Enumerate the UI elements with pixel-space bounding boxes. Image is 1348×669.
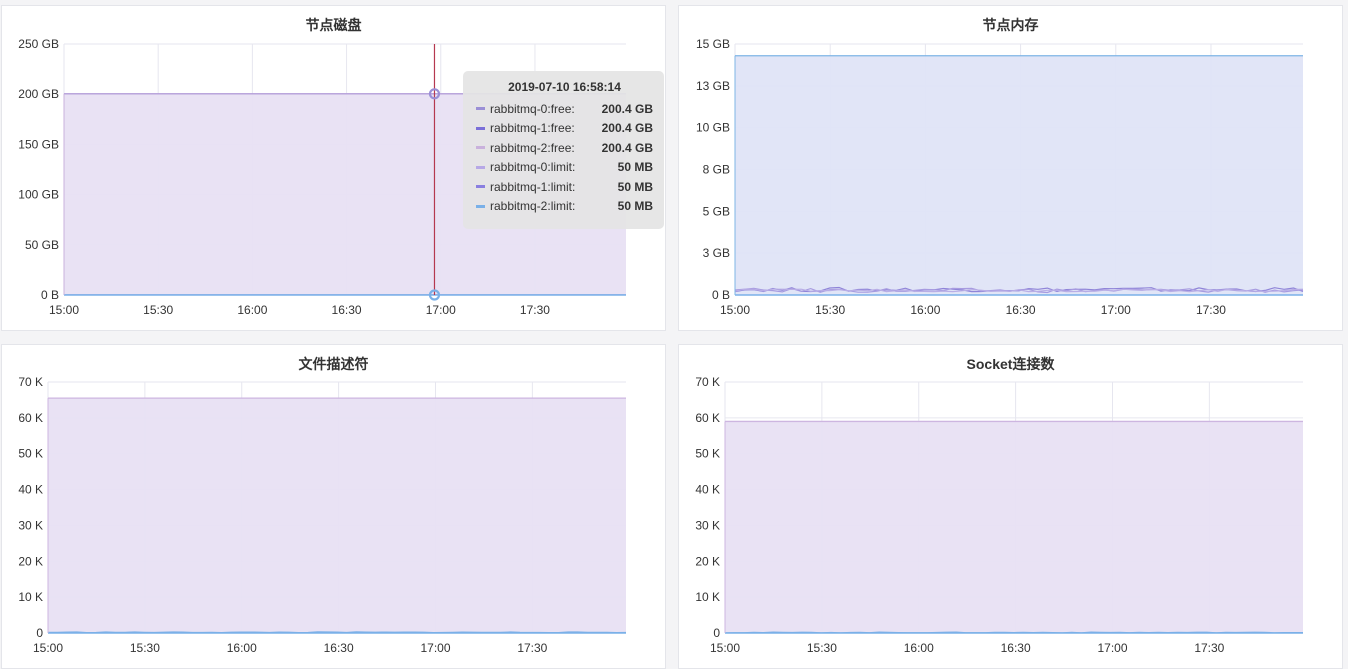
- x-tick-label: 15:00: [49, 303, 79, 317]
- y-tick-label: 20 K: [18, 554, 43, 568]
- series-swatch: [476, 165, 485, 169]
- y-tick-label: 50 K: [18, 447, 43, 461]
- tooltip-series-name: rabbitmq-0:free:: [490, 101, 575, 116]
- y-tick-label: 3 GB: [703, 246, 730, 260]
- panel-node-memory: 节点内存 0 B 3 GB 5 GB 8 GB 10 GB 13 GB 15 GB 15:00…: [678, 5, 1343, 331]
- x-tick-label: 16:00: [910, 303, 940, 317]
- y-tick-label: 100 GB: [18, 188, 59, 202]
- y-tick-label: 150 GB: [18, 137, 59, 151]
- x-tick-label: 17:00: [420, 641, 450, 655]
- tooltip-series-value: 200.4 GB: [601, 101, 653, 116]
- memory-chart[interactable]: 0 B 3 GB 5 GB 8 GB 10 GB 13 GB 15 GB 15:00 15:30…: [679, 6, 1343, 331]
- series-swatch: [476, 204, 485, 208]
- panel-socket-connections: Socket连接数 0 10 K 20 K 30 K 40 K 50 K 60 K 70 K 1…: [678, 344, 1343, 669]
- panel-node-disk: 节点磁盘 0 B 50 GB 100 GB 150 GB 200 GB 250 GB 15:…: [1, 5, 666, 331]
- y-tick-label: 5 GB: [703, 204, 730, 218]
- y-tick-label: 60 K: [695, 411, 720, 425]
- tooltip-series-name: rabbitmq-1:limit:: [490, 179, 576, 194]
- hover-marker-free: [428, 88, 441, 100]
- x-tick-label: 17:30: [1194, 641, 1224, 655]
- y-tick-label: 70 K: [695, 375, 720, 389]
- y-tick-label: 50 GB: [25, 238, 59, 252]
- x-tick-label: 15:00: [33, 641, 63, 655]
- y-tick-label: 50 K: [695, 447, 720, 461]
- x-tick-label: 16:30: [324, 641, 354, 655]
- x-tick-label: 17:00: [1101, 303, 1131, 317]
- tooltip-row: rabbitmq-1:limit: 50 MB: [476, 177, 653, 197]
- series-swatch: [476, 146, 485, 150]
- panel-title: 节点磁盘: [305, 17, 362, 33]
- tooltip-row: rabbitmq-2:limit: 50 MB: [476, 197, 653, 217]
- y-tick-label: 70 K: [18, 375, 43, 389]
- y-tick-label: 250 GB: [18, 37, 59, 51]
- tooltip-row: rabbitmq-0:limit: 50 MB: [476, 158, 653, 178]
- x-tick-label: 15:30: [130, 641, 160, 655]
- y-tick-label: 10 K: [18, 590, 43, 604]
- x-tick-label: 17:30: [520, 303, 550, 317]
- y-tick-label: 60 K: [18, 411, 43, 425]
- x-tick-label: 15:00: [720, 303, 750, 317]
- y-tick-label: 30 K: [695, 518, 720, 532]
- x-tick-label: 17:30: [1196, 303, 1226, 317]
- y-tick-label: 13 GB: [696, 79, 730, 93]
- y-tick-label: 15 GB: [696, 37, 730, 51]
- series-swatch: [476, 185, 485, 189]
- tooltip-series-name: rabbitmq-2:limit:: [490, 199, 576, 214]
- series-area-limit: [725, 421, 1303, 633]
- x-tick-label: 17:00: [1097, 641, 1127, 655]
- panel-file-descriptors: 文件描述符 0 10 K 20 K 30 K 40 K 50 K 60 K 70 K 15:00…: [1, 344, 666, 669]
- series-swatch: [476, 126, 485, 130]
- x-tick-label: 15:30: [815, 303, 845, 317]
- x-tick-label: 17:00: [426, 303, 456, 317]
- tooltip-series-value: 50 MB: [617, 199, 653, 214]
- y-tick-label: 40 K: [18, 483, 43, 497]
- y-tick-label: 30 K: [18, 518, 43, 532]
- y-tick-label: 0: [36, 626, 43, 640]
- file-descriptor-chart[interactable]: 0 10 K 20 K 30 K 40 K 50 K 60 K 70 K 15:00 15:30 1…: [2, 345, 666, 669]
- socket-chart[interactable]: 0 10 K 20 K 30 K 40 K 50 K 60 K 70 K 15:00 15:30 1…: [679, 345, 1343, 669]
- tooltip-row: rabbitmq-2:free: 200.4 GB: [476, 138, 653, 158]
- disk-chart[interactable]: 0 B 50 GB 100 GB 150 GB 200 GB 250 GB 15:00 15:…: [2, 6, 666, 331]
- y-tick-label: 8 GB: [703, 163, 730, 177]
- tooltip-series-value: 200.4 GB: [601, 121, 653, 136]
- y-tick-label: 0: [713, 626, 720, 640]
- hover-marker-limit: [428, 289, 441, 301]
- tooltip-rows: rabbitmq-0:free: 200.4 GB rabbitmq-1:free:…: [476, 99, 653, 216]
- tooltip-series-value: 200.4 GB: [601, 140, 653, 155]
- tooltip-row: rabbitmq-1:free: 200.4 GB: [476, 119, 653, 139]
- y-tick-label: 20 K: [695, 554, 720, 568]
- y-tick-label: 10 GB: [696, 121, 730, 135]
- y-tick-label: 0 B: [712, 288, 730, 302]
- tooltip-series-value: 50 MB: [617, 160, 653, 175]
- x-tick-label: 15:00: [710, 641, 740, 655]
- x-tick-label: 16:30: [1001, 641, 1031, 655]
- tooltip-series-value: 50 MB: [617, 179, 653, 194]
- y-tick-label: 200 GB: [18, 87, 59, 101]
- panel-title: Socket连接数: [966, 356, 1055, 372]
- tooltip-timestamp: 2019-07-10 16:58:14: [508, 80, 621, 94]
- tooltip-series-name: rabbitmq-2:free:: [490, 140, 575, 155]
- x-tick-label: 15:30: [807, 641, 837, 655]
- x-tick-label: 16:00: [227, 641, 257, 655]
- panel-title: 节点内存: [982, 17, 1039, 33]
- tooltip-series-name: rabbitmq-1:free:: [490, 121, 575, 136]
- x-tick-label: 16:30: [1006, 303, 1036, 317]
- x-tick-label: 17:30: [517, 641, 547, 655]
- tooltip-row: rabbitmq-0:free: 200.4 GB: [476, 99, 653, 119]
- series-swatch: [476, 107, 485, 111]
- series-line-used-c: [734, 288, 1304, 293]
- x-tick-label: 15:30: [143, 303, 173, 317]
- tooltip-series-name: rabbitmq-0:limit:: [490, 160, 576, 175]
- chart-tooltip: 2019-07-10 16:58:14 rabbitmq-0:free: 200.…: [463, 71, 664, 229]
- y-tick-label: 0 B: [41, 288, 59, 302]
- panel-title: 文件描述符: [298, 356, 369, 372]
- y-tick-label: 10 K: [695, 590, 720, 604]
- x-tick-label: 16:00: [904, 641, 934, 655]
- y-tick-label: 40 K: [695, 483, 720, 497]
- x-tick-label: 16:00: [237, 303, 267, 317]
- series-area-limit: [735, 55, 1303, 295]
- x-tick-label: 16:30: [332, 303, 362, 317]
- series-area-limit: [48, 398, 626, 633]
